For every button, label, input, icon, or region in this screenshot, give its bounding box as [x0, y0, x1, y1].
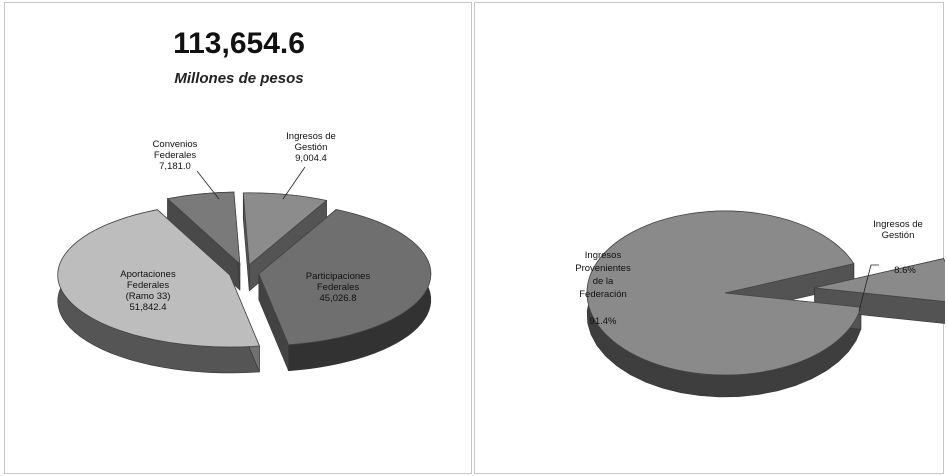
left-pie-slice-2	[57, 209, 261, 348]
right-pie-chart	[586, 210, 945, 398]
label-ingresos-gestion-right: Ingresos de Gestión	[873, 219, 923, 241]
label-ingresos-federacion: Ingresos Provenientes de la Federación 9…	[575, 250, 631, 327]
label-convenios-federales: Convenios Federales 7,181.0	[152, 139, 198, 172]
left-pie-slice-1	[258, 209, 432, 346]
value-ingresos-gestion-right: 8.6%	[894, 265, 916, 276]
chart-subtitle: Millones de pesos	[174, 70, 304, 87]
left-pie-slice-3	[166, 191, 241, 266]
label-aportaciones-federales: Aportaciones Federales (Ramo 33) 51,842.…	[120, 269, 176, 313]
label-participaciones-federales: Participaciones Federales 45,026.8	[305, 271, 371, 304]
leader-line-convenios	[196, 170, 220, 200]
label-ingresos-gestion: Ingresos de Gestión 9,004.4	[286, 131, 336, 164]
left-chart-panel: 113,654.6 Millones de pesos Ingresos de …	[4, 2, 472, 474]
leader-line-ingresos-gestion-right	[858, 264, 879, 312]
right-pie-slice-0	[586, 210, 862, 376]
chart-title: 113,654.6	[173, 27, 305, 60]
leader-line-ingresos-gestion	[282, 166, 306, 200]
right-pie-slice-1	[814, 258, 945, 302]
left-pie-chart	[57, 166, 432, 374]
right-chart-panel: Ingresos Provenientes de la Federación 9…	[474, 2, 945, 474]
